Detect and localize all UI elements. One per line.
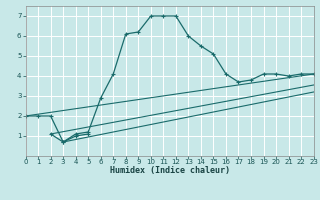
X-axis label: Humidex (Indice chaleur): Humidex (Indice chaleur)	[109, 166, 230, 175]
